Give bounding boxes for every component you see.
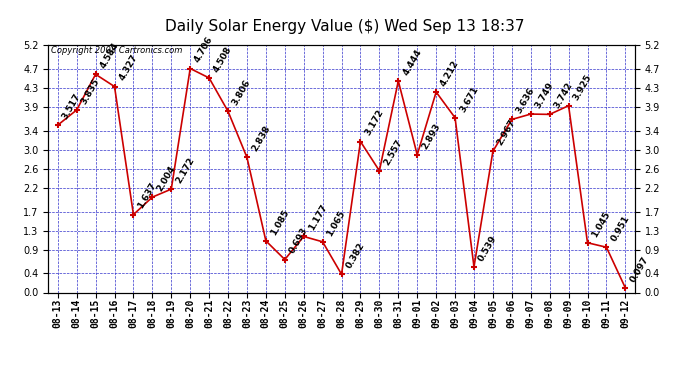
- Text: 4.212: 4.212: [439, 58, 461, 88]
- Text: 0.951: 0.951: [609, 214, 631, 243]
- Text: 0.539: 0.539: [477, 234, 499, 262]
- Text: 3.671: 3.671: [458, 84, 480, 114]
- Text: 1.045: 1.045: [590, 210, 612, 238]
- Text: 3.835: 3.835: [79, 77, 101, 106]
- Text: 4.584: 4.584: [99, 41, 121, 70]
- Text: 4.706: 4.706: [193, 35, 215, 64]
- Text: 3.636: 3.636: [515, 86, 537, 115]
- Text: 2.004: 2.004: [155, 164, 177, 193]
- Text: 3.925: 3.925: [571, 72, 593, 102]
- Text: 4.508: 4.508: [212, 45, 234, 74]
- Text: 4.444: 4.444: [401, 47, 424, 77]
- Text: 0.693: 0.693: [288, 226, 310, 255]
- Text: 1.065: 1.065: [326, 209, 347, 238]
- Text: 0.097: 0.097: [628, 255, 650, 284]
- Text: 4.327: 4.327: [117, 53, 139, 82]
- Text: 3.742: 3.742: [553, 81, 575, 110]
- Text: 3.517: 3.517: [61, 92, 83, 121]
- Text: Copyright 2008 Cartronics.com: Copyright 2008 Cartronics.com: [51, 46, 183, 55]
- Text: 3.749: 3.749: [533, 81, 555, 110]
- Text: 2.172: 2.172: [174, 156, 196, 185]
- Text: 1.637: 1.637: [136, 181, 158, 210]
- Text: 3.172: 3.172: [363, 108, 385, 137]
- Text: 0.382: 0.382: [344, 241, 366, 270]
- Text: Daily Solar Energy Value ($) Wed Sep 13 18:37: Daily Solar Energy Value ($) Wed Sep 13 …: [165, 19, 525, 34]
- Text: 2.967: 2.967: [495, 118, 518, 147]
- Text: 2.893: 2.893: [420, 122, 442, 151]
- Text: 2.557: 2.557: [382, 138, 404, 166]
- Text: 1.177: 1.177: [306, 203, 328, 232]
- Text: 2.838: 2.838: [250, 124, 272, 153]
- Text: 1.085: 1.085: [268, 208, 290, 237]
- Text: 3.806: 3.806: [231, 78, 253, 107]
